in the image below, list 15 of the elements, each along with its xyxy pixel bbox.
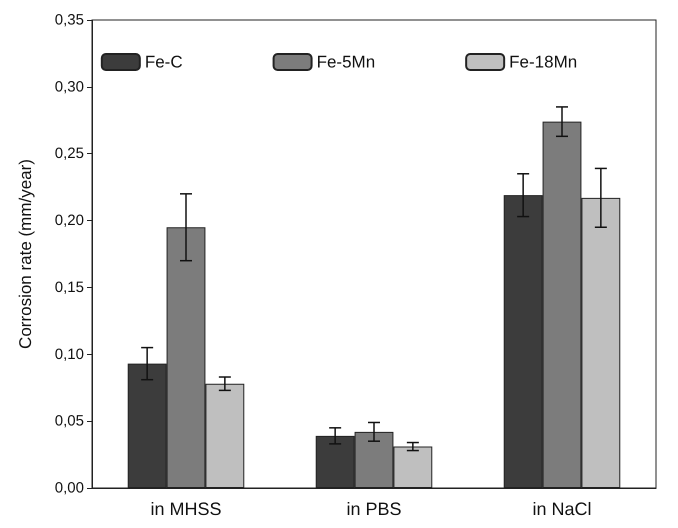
y-tick-label: 0,15 bbox=[54, 278, 84, 296]
y-tick-label: 0,00 bbox=[54, 480, 84, 496]
x-tick-label: in PBS bbox=[346, 499, 402, 519]
y-tick-label: 0,10 bbox=[54, 346, 84, 363]
x-tick-label: in NaCl bbox=[532, 499, 592, 519]
y-tick-label: 0,35 bbox=[54, 12, 84, 28]
legend-label: Fe-C bbox=[144, 52, 183, 72]
x-tick-label: in MHSS bbox=[150, 499, 222, 519]
y-axis-title: Corrosion rate (mm/year) bbox=[16, 159, 35, 349]
y-tick-label: 0,25 bbox=[54, 145, 84, 162]
legend-label: Fe-18Mn bbox=[509, 52, 578, 72]
legend-label: Fe-5Mn bbox=[316, 52, 376, 72]
y-tick-label: 0,20 bbox=[54, 212, 84, 230]
y-tick-label: 0,30 bbox=[54, 78, 84, 96]
y-tick-label: 0,05 bbox=[54, 412, 84, 430]
